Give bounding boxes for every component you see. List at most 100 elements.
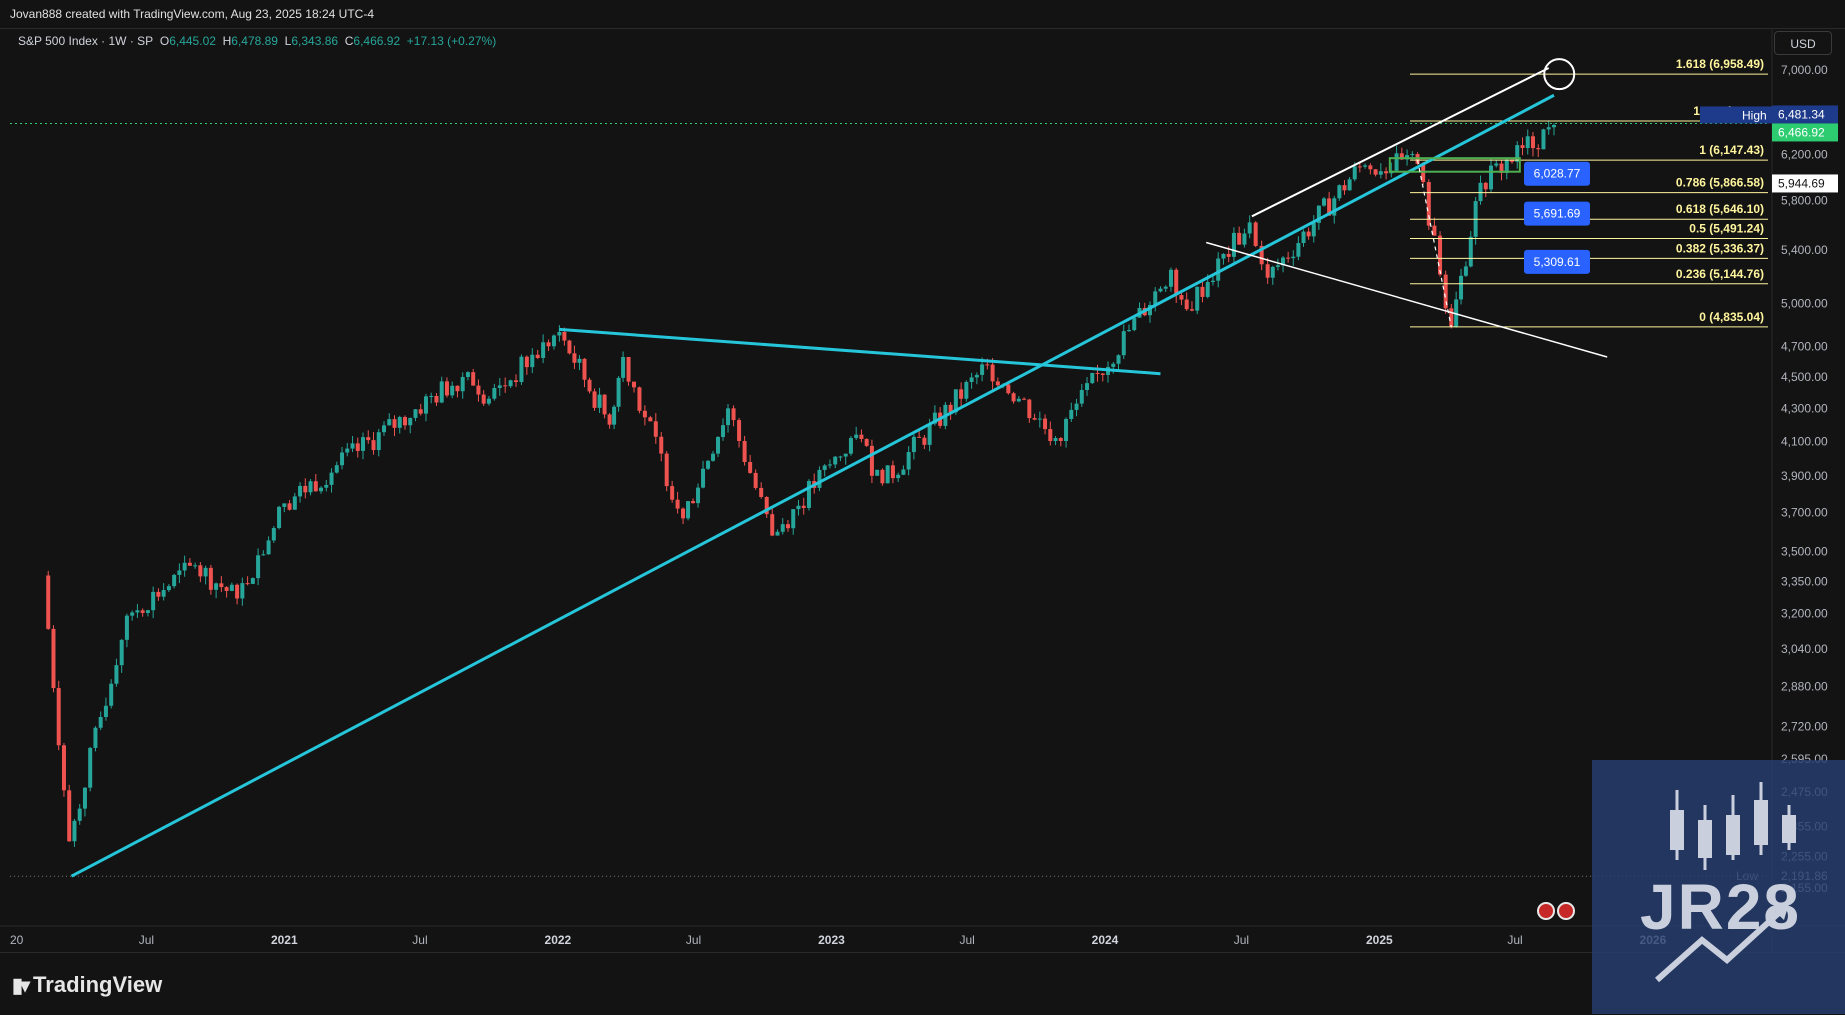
- candle-body: [587, 379, 592, 392]
- candle-body: [1410, 154, 1415, 156]
- candle-body: [1247, 222, 1252, 234]
- candle-body: [764, 496, 769, 515]
- candle-body: [551, 335, 556, 347]
- us-flag-icon[interactable]: [1537, 902, 1555, 920]
- candle-body: [492, 387, 497, 399]
- candle-body: [334, 465, 339, 473]
- candle-body: [890, 465, 895, 479]
- candle-body: [1421, 163, 1426, 183]
- candle-body: [1301, 231, 1306, 244]
- candle-body: [572, 353, 577, 363]
- candle-body: [664, 453, 669, 487]
- currency-button[interactable]: USD: [1774, 31, 1832, 55]
- candle-body: [964, 381, 969, 399]
- fib-level-label: 1.618 (6,958.49): [1676, 57, 1764, 71]
- candle-body: [659, 436, 664, 454]
- candle-body: [119, 639, 124, 666]
- candle-body: [77, 808, 82, 821]
- candle-body: [691, 501, 696, 504]
- symbol-name[interactable]: S&P 500 Index · 1W · SP: [18, 34, 154, 48]
- candle-body: [869, 445, 874, 476]
- time-axis[interactable]: 20 Jul 2021 Jul 2022 Jul 2023 Jul 2024 Jul 2025 Jul…: [0, 925, 1845, 947]
- candle-body: [1281, 257, 1286, 266]
- candle-body: [88, 747, 93, 788]
- candle-body: [444, 381, 449, 396]
- candle-body: [1027, 399, 1032, 419]
- price-tick-label: 4,100.00: [1781, 434, 1828, 448]
- price-tick-label: 3,040.00: [1781, 642, 1828, 656]
- candle-body: [114, 665, 119, 684]
- price-tick-label: 2,880.00: [1781, 680, 1828, 694]
- candle-body: [759, 487, 764, 497]
- candle-body: [1121, 331, 1126, 356]
- candle-body: [1337, 185, 1342, 199]
- candle-body: [701, 468, 706, 488]
- candle-body: [1153, 291, 1158, 305]
- candle-body: [187, 562, 192, 566]
- price-tick-label: 4,300.00: [1781, 401, 1828, 415]
- candle-body: [1449, 308, 1454, 327]
- candle-body: [822, 465, 827, 470]
- candle-body: [681, 508, 686, 519]
- candle-body: [1048, 429, 1053, 442]
- candle-body: [602, 394, 607, 415]
- time-tick-label: 2023: [818, 933, 845, 947]
- candle-body: [397, 417, 402, 428]
- candle-body: [271, 528, 276, 541]
- us-flag-icon[interactable]: [1557, 902, 1575, 920]
- candle-body: [621, 357, 626, 378]
- candle-body: [508, 380, 513, 387]
- candle-body: [1237, 232, 1242, 245]
- price-tick-label: 3,200.00: [1781, 606, 1828, 620]
- candle-body: [806, 481, 811, 508]
- candle-body: [166, 586, 171, 591]
- candle-body: [796, 505, 801, 510]
- price-callouts: 6,028.77 5,691.69 5,309.61: [1524, 161, 1590, 274]
- candle-body: [748, 462, 753, 473]
- candle-body: [82, 787, 87, 809]
- candle-body: [460, 376, 465, 392]
- tradingview-logo[interactable]: ▮▾ TradingView: [12, 972, 162, 998]
- candle-body: [1032, 418, 1037, 420]
- candle-body: [1546, 127, 1551, 130]
- candle-body: [1530, 136, 1535, 149]
- fibonacci-retracement[interactable]: 1.618 (6,958.49)1.272 (6,504.1 (6,147.43…: [1410, 57, 1768, 328]
- trendline-drawings[interactable]: [70, 58, 1608, 878]
- candle-body: [1306, 231, 1311, 237]
- candle-body: [392, 419, 397, 428]
- candle-body: [833, 456, 838, 465]
- candle-body: [780, 524, 785, 532]
- candle-body: [616, 377, 621, 407]
- candle-body: [1053, 438, 1058, 442]
- candle-body: [706, 460, 711, 469]
- candle-body: [1090, 372, 1095, 384]
- candle-body: [455, 385, 460, 392]
- candle-body: [1069, 409, 1074, 419]
- price-tick-label: 2,720.00: [1781, 719, 1828, 733]
- candle-body: [308, 481, 313, 493]
- candle-body: [1483, 182, 1488, 190]
- high-price-label-bg: [1772, 105, 1838, 124]
- candle-body: [541, 342, 546, 358]
- fib-level-label: 0.236 (5,144.76): [1676, 267, 1764, 281]
- author-line: Jovan888 created with TradingView.com, A…: [10, 7, 375, 21]
- candle-body: [854, 434, 859, 439]
- fib-swing-line: [1416, 160, 1452, 328]
- candle-body: [324, 484, 329, 488]
- open-value: 6,445.02: [169, 34, 216, 48]
- price-callout-text: 6,028.77: [1534, 167, 1581, 181]
- close-value: 6,466.92: [353, 34, 401, 48]
- trend-arrow-icon: [1655, 900, 1790, 983]
- candle-body: [503, 385, 508, 387]
- candle-body: [1291, 256, 1296, 259]
- candle-body: [642, 410, 647, 418]
- time-tick-label: Jul: [412, 933, 427, 947]
- candle-body: [72, 820, 77, 842]
- symbol-legend[interactable]: S&P 500 Index · 1W · SP O6,445.02 H6,478…: [18, 34, 496, 48]
- candle-body: [439, 381, 444, 403]
- candle-body: [626, 357, 631, 382]
- candle-body: [313, 481, 318, 492]
- candle-body: [985, 364, 990, 366]
- last-price-label: 6,466.92: [1778, 125, 1825, 139]
